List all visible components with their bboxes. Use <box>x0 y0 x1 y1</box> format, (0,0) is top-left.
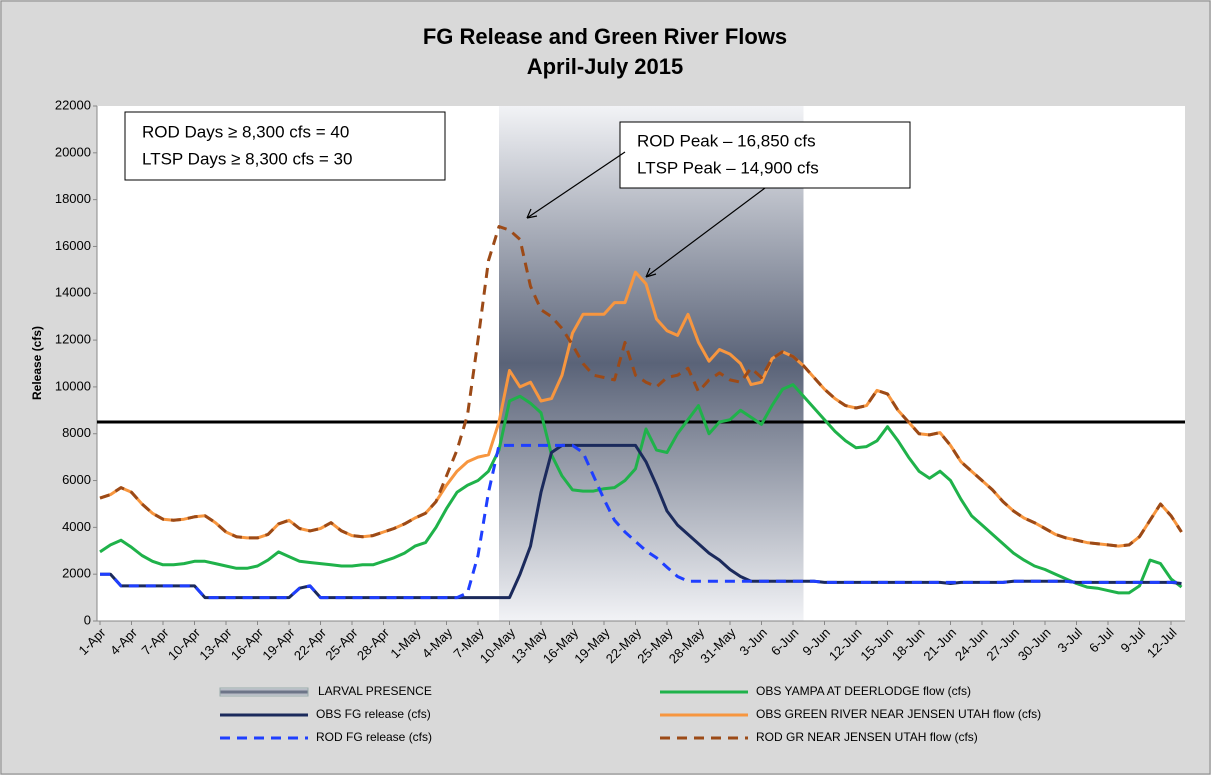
legend-label: ROD GR NEAR JENSEN UTAH flow (cfs) <box>756 730 978 744</box>
chart-subtitle: April-July 2015 <box>527 54 684 79</box>
chart-title: FG Release and Green River Flows <box>423 24 787 49</box>
annotation: ROD Days ≥ 8,300 cfs = 40 <box>142 122 349 141</box>
y-tick-label: 8000 <box>62 425 91 440</box>
y-tick-label: 20000 <box>55 144 91 159</box>
y-tick-label: 18000 <box>55 191 91 206</box>
series-line <box>99 225 1183 548</box>
legend: LARVAL PRESENCE OBS FG release (cfs) ROD F… <box>219 684 1041 744</box>
series-line <box>100 443 1182 600</box>
y-tick-label: 0 <box>84 612 91 627</box>
legend-label: LARVAL PRESENCE <box>318 684 432 698</box>
y-tick-label: 4000 <box>62 519 91 534</box>
legend-swatch <box>219 687 309 697</box>
annotation: LTSP Days ≥ 8,300 cfs = 30 <box>142 149 352 168</box>
y-axis-label: Release (cfs) <box>30 326 44 400</box>
annotation: ROD Peak – 16,850 cfs <box>637 131 816 150</box>
y-tick-label: 10000 <box>55 378 91 393</box>
y-tick-label: 14000 <box>55 285 91 300</box>
legend-label: ROD FG release (cfs) <box>316 730 432 744</box>
arrows <box>526 151 766 278</box>
annotation: LTSP Peak – 14,900 cfs <box>637 158 819 177</box>
series-line <box>99 383 1183 595</box>
y-tick-label: 2000 <box>62 566 91 581</box>
annotation-box <box>124 111 446 181</box>
y-tick-label: 6000 <box>62 472 91 487</box>
larval-band <box>499 106 804 621</box>
y-tick-label: 12000 <box>55 332 91 347</box>
annotation-box <box>619 121 911 189</box>
legend-label: OBS GREEN RIVER NEAR JENSEN UTAH flow (c… <box>756 707 1041 721</box>
legend-label: OBS YAMPA AT DEERLODGE flow (cfs) <box>756 684 971 698</box>
y-tick-label: 16000 <box>55 238 91 253</box>
y-tick-label: 22000 <box>55 97 91 112</box>
legend-label: OBS FG release (cfs) <box>316 707 431 721</box>
